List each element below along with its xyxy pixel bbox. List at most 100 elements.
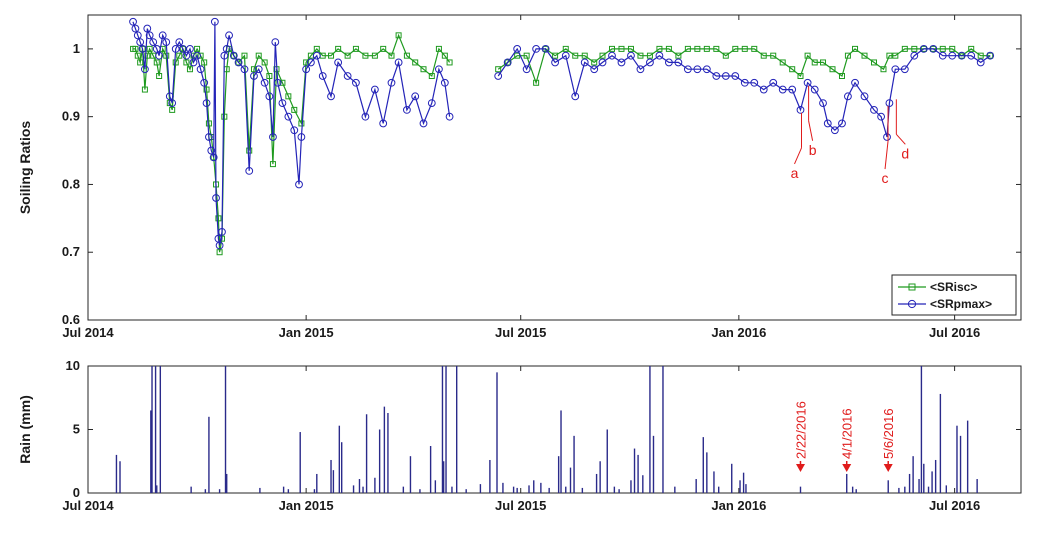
y-tick-label: 0.7 — [62, 244, 80, 259]
data-point — [136, 38, 145, 47]
y-tick-label: 1 — [73, 41, 80, 56]
data-point — [533, 79, 540, 86]
data-point — [732, 45, 739, 52]
data-point — [618, 45, 625, 52]
data-point — [344, 52, 351, 59]
data-point — [948, 51, 957, 60]
data-point — [221, 113, 228, 120]
data-point — [168, 99, 177, 108]
data-point — [145, 31, 154, 40]
data-point — [254, 65, 263, 74]
annotation-label: a — [791, 165, 799, 181]
data-point — [740, 78, 749, 87]
data-point — [137, 59, 144, 66]
data-point — [334, 58, 343, 67]
legend: <SRisc> <SRpmax> — [891, 274, 1017, 316]
data-point — [656, 45, 663, 52]
y-axis-label: Rain (mm) — [17, 395, 33, 463]
series-srpmax — [129, 17, 995, 250]
x-tick-label: Jul 2015 — [495, 325, 546, 340]
data-point — [303, 59, 310, 66]
data-point — [362, 52, 369, 59]
data-point — [278, 99, 287, 108]
data-point — [156, 73, 163, 79]
data-point — [229, 51, 238, 60]
data-point — [179, 45, 186, 52]
data-point — [255, 52, 262, 59]
data-point — [200, 78, 209, 87]
data-point — [291, 106, 298, 113]
data-point — [844, 92, 852, 101]
data-point — [504, 59, 511, 66]
data-point — [870, 59, 877, 66]
data-point — [427, 99, 436, 108]
data-point — [811, 59, 818, 66]
data-point — [207, 146, 216, 155]
legend-box — [891, 274, 1017, 316]
data-point — [883, 133, 891, 141]
data-point — [860, 92, 869, 101]
data-point — [370, 85, 379, 94]
data-point — [838, 119, 846, 128]
data-point — [901, 45, 908, 52]
data-point — [759, 85, 768, 94]
data-point — [435, 65, 443, 74]
data-point — [561, 51, 570, 60]
data-point — [684, 45, 691, 52]
data-point — [133, 31, 142, 40]
data-point — [162, 38, 171, 47]
data-point — [803, 78, 812, 87]
data-point — [202, 99, 211, 108]
data-point — [141, 86, 148, 93]
data-point — [919, 44, 928, 53]
data-point — [155, 51, 164, 60]
data-point — [852, 45, 859, 52]
data-point — [939, 45, 946, 52]
data-point — [446, 59, 453, 66]
x-tick-label: Jan 2015 — [279, 325, 334, 340]
data-point — [428, 73, 435, 79]
data-point — [435, 45, 442, 52]
data-point — [789, 66, 796, 73]
data-point — [810, 85, 819, 94]
data-point — [608, 45, 615, 52]
data-point — [240, 65, 249, 74]
data-point — [290, 126, 299, 135]
data-point — [403, 105, 411, 114]
data-point — [513, 44, 522, 53]
data-point — [302, 65, 311, 74]
data-point — [212, 194, 220, 202]
data-point — [590, 65, 599, 74]
data-point — [241, 52, 248, 59]
data-point — [152, 44, 161, 53]
data-point — [313, 45, 320, 52]
data-point — [271, 38, 280, 47]
data-point — [261, 59, 268, 66]
rain-annotation-label: 4/1/2016 — [840, 408, 855, 459]
x-tick-label: Jul 2016 — [929, 498, 980, 513]
data-point — [646, 52, 653, 59]
data-point — [250, 72, 258, 80]
data-point — [318, 72, 327, 80]
data-point — [712, 72, 721, 80]
rain-arrow-head — [883, 464, 893, 472]
data-point — [949, 45, 956, 52]
data-point — [285, 93, 292, 100]
data-point — [260, 78, 269, 87]
data-point — [395, 32, 402, 39]
y-tick-label: 0.8 — [62, 176, 80, 191]
data-point — [694, 45, 701, 52]
data-point — [245, 166, 254, 175]
data-point — [541, 44, 550, 53]
data-point — [819, 99, 827, 108]
data-point — [306, 58, 315, 67]
data-point — [627, 51, 635, 60]
data-point — [591, 59, 598, 66]
data-point — [750, 78, 759, 87]
rain-annotation-label: 5/6/2016 — [881, 408, 896, 459]
data-point — [885, 99, 894, 108]
data-point — [870, 105, 878, 114]
data-point — [312, 51, 321, 60]
data-point — [957, 51, 966, 60]
